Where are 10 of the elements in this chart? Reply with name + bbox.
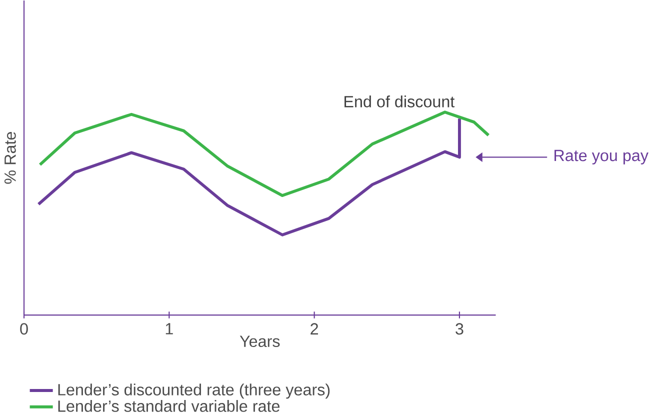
legend-label: Lender’s standard variable rate bbox=[58, 400, 280, 412]
x-tick-label: 2 bbox=[310, 323, 318, 334]
x-tick-label: 3 bbox=[456, 323, 464, 335]
y-axis-title: % Rate bbox=[4, 132, 16, 184]
legend-label: Lender’s discounted rate (three years) bbox=[58, 384, 330, 399]
annotation: End of discount bbox=[344, 95, 455, 108]
text: Rate you pay bbox=[554, 150, 648, 164]
x-tick-label: 1 bbox=[166, 323, 173, 334]
x-tick-label: 0 bbox=[20, 323, 28, 335]
x-axis-title: Years bbox=[240, 336, 280, 347]
